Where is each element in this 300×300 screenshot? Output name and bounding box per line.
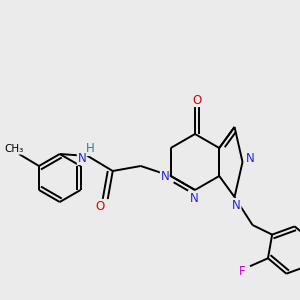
Text: O: O [95,200,104,212]
Text: N: N [190,191,198,205]
Text: N: N [246,152,255,164]
Text: N: N [160,170,169,184]
Text: N: N [77,152,86,164]
Text: N: N [232,199,241,212]
Text: H: H [85,142,94,155]
Text: F: F [239,265,245,278]
Text: CH₃: CH₃ [4,144,24,154]
Text: O: O [192,94,202,106]
